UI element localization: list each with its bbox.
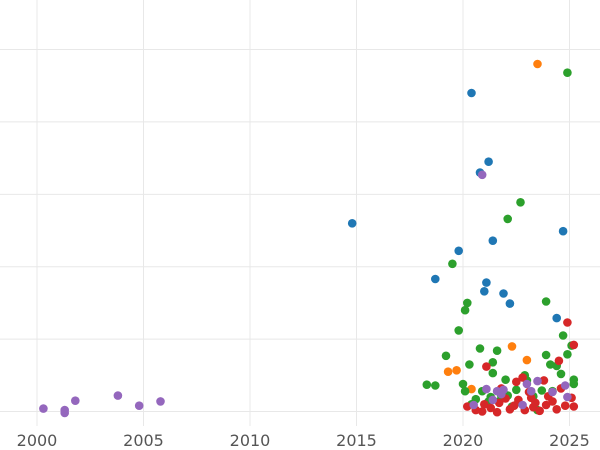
x-tick-label: 2000 (17, 431, 58, 450)
scatter-point (563, 318, 572, 327)
scatter-point (486, 403, 496, 413)
scatter-point (569, 402, 579, 411)
scatter-point (477, 407, 487, 416)
scatter-point (484, 157, 493, 166)
scatter-point (558, 226, 568, 236)
scatter-point (522, 379, 532, 389)
scatter-point (463, 298, 472, 308)
scatter-point (454, 326, 464, 335)
scatter-point (480, 400, 489, 409)
scatter-point (535, 406, 544, 416)
scatter-point (156, 397, 165, 406)
scatter-point (488, 236, 498, 245)
scatter-point (539, 376, 549, 385)
scatter-point (465, 360, 474, 369)
scatter-point (512, 385, 521, 395)
scatter-point (494, 398, 504, 408)
scatter-point (518, 373, 527, 382)
scatter-point (518, 400, 527, 410)
scatter-point (113, 391, 123, 400)
scatter-point (526, 393, 536, 403)
scatter-point (71, 396, 80, 406)
scatter-point (475, 344, 485, 353)
scatter-point (560, 401, 570, 411)
scatter-point (569, 340, 579, 350)
scatter-point (563, 350, 572, 359)
scatter-point (522, 355, 532, 365)
scatter-point (563, 68, 572, 77)
scatter-point (452, 366, 461, 375)
scatter-point (533, 376, 542, 386)
scatter-point (492, 346, 502, 356)
x-tick-labels: 2000 2005 2010 2015 2020 2025 (17, 431, 590, 450)
scatter-point (505, 299, 515, 308)
scatter-point (422, 380, 432, 390)
scatter-point (443, 367, 453, 377)
scatter-point (39, 404, 48, 413)
scatter-point (507, 342, 517, 351)
scatter-point (552, 313, 561, 323)
grid-layer (0, 0, 600, 426)
scatter-point (541, 297, 551, 306)
scatter-point (460, 305, 470, 315)
scatter-point (480, 287, 489, 296)
scatter-point (556, 369, 566, 379)
scatter-point (488, 368, 498, 378)
scatter-point (441, 351, 451, 361)
scatter-point (134, 401, 144, 411)
scatter-point (488, 358, 498, 367)
scatter-point (558, 331, 568, 340)
scatter-point (552, 405, 561, 414)
x-tick-label: 2015 (336, 431, 377, 450)
scatter-point (501, 375, 510, 385)
scatter-point (533, 59, 542, 69)
scatter-point (516, 198, 525, 207)
scatter-point (458, 379, 468, 389)
scatter-point (548, 387, 557, 397)
scatter-point (537, 386, 547, 395)
x-tick-label: 2005 (123, 431, 164, 450)
scatter-point (492, 407, 502, 417)
scatter-point (482, 362, 491, 371)
scatter-point (560, 381, 570, 390)
scatter-point (499, 289, 508, 298)
scatter-point (454, 246, 464, 256)
scatter-point (460, 386, 470, 396)
scatter-point (477, 170, 487, 180)
scatter-point (554, 356, 564, 366)
scatter-point (512, 377, 521, 387)
x-tick-label: 2020 (443, 431, 484, 450)
x-tick-label: 2025 (549, 431, 590, 450)
scatter-point (467, 88, 476, 98)
scatter-point (60, 408, 69, 418)
scatter-point (431, 274, 440, 284)
scatter-point (431, 381, 440, 390)
x-tick-label: 2010 (230, 431, 271, 450)
scatter-point (469, 400, 479, 410)
scatter-point (563, 392, 572, 402)
scatter-point (546, 360, 555, 369)
scatter-point (541, 350, 551, 360)
points-layer (39, 59, 579, 418)
scatter-point (497, 389, 506, 399)
scatter-point (488, 395, 498, 405)
scatter-point (482, 384, 491, 394)
scatter-point (541, 400, 551, 410)
scatter-point (569, 375, 579, 385)
scatter-point (503, 214, 512, 224)
scatter-point (482, 278, 491, 287)
scatter-point (347, 219, 357, 228)
scatter-point (448, 259, 457, 269)
scatter-point (526, 386, 536, 396)
scatter-point (548, 397, 557, 406)
